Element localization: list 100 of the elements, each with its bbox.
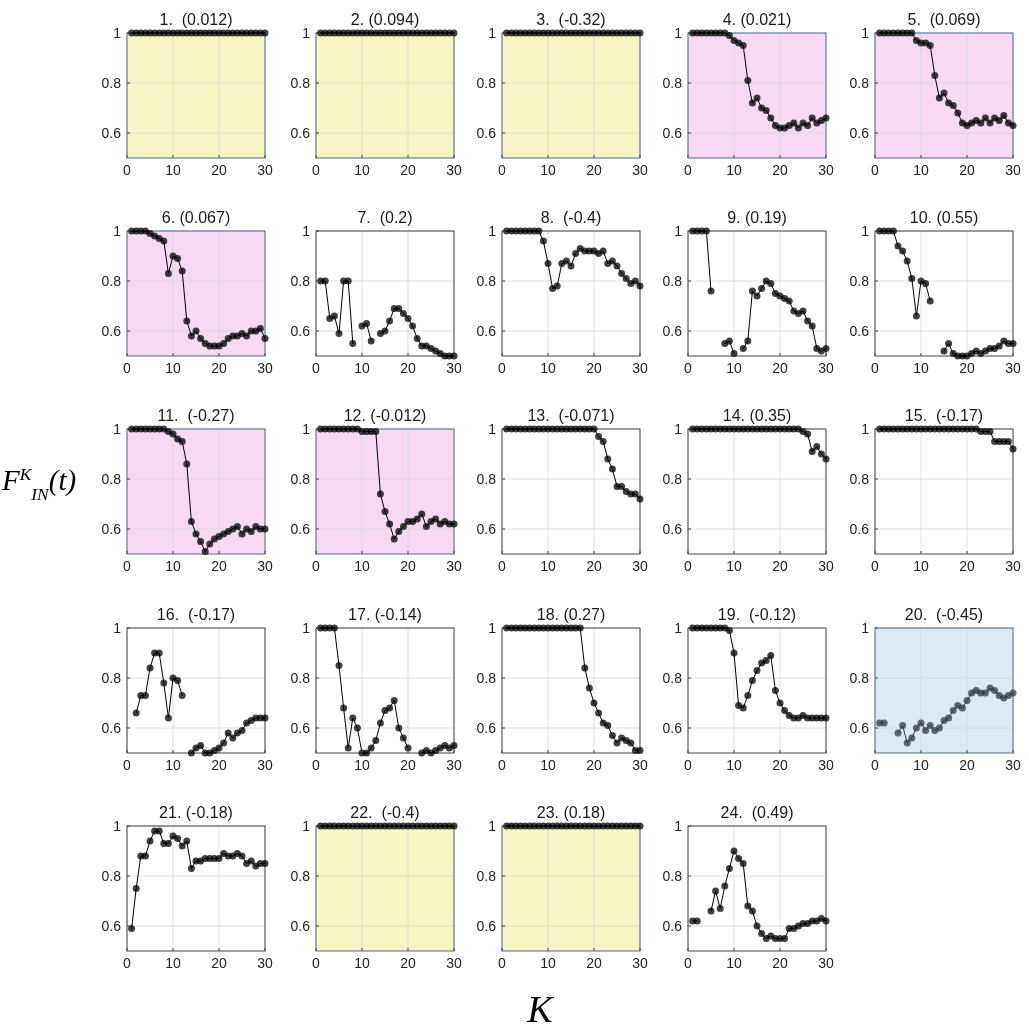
x-tick-label: 10 — [354, 360, 370, 376]
x-tick-label: 30 — [446, 558, 462, 574]
x-tick-label: 10 — [540, 162, 556, 178]
point — [739, 345, 747, 352]
x-tick-label: 30 — [818, 558, 834, 574]
y-tick-label: 0.8 — [101, 868, 122, 884]
x-tick-label: 20 — [211, 955, 227, 971]
x-tick-label: 30 — [446, 955, 462, 971]
chart-title: 4. (0.021) — [722, 11, 792, 28]
y-tick-label: 0.6 — [476, 125, 497, 141]
x-tick-label: 30 — [632, 757, 648, 773]
y-tick-label: 0.6 — [476, 521, 497, 537]
x-tick-label: 0 — [871, 360, 880, 376]
x-tick-label: 0 — [684, 162, 693, 178]
x-tick-label: 10 — [540, 955, 556, 971]
x-tick-label: 20 — [400, 162, 416, 178]
y-tick-label: 0.8 — [290, 868, 311, 884]
x-tick-label: 30 — [446, 757, 462, 773]
x-tick-label: 10 — [726, 955, 742, 971]
x-tick-label: 30 — [446, 360, 462, 376]
x-tick-label: 20 — [211, 757, 227, 773]
y-tick-label: 0.6 — [290, 918, 311, 934]
x-axis-title: K — [526, 988, 555, 1030]
y-tick-label: 0.6 — [290, 125, 311, 141]
x-tick-label: 30 — [818, 757, 834, 773]
chart-title: 1. (0.012) — [159, 11, 233, 28]
y-tick-label: 1 — [861, 620, 870, 636]
x-tick-label: 20 — [772, 955, 788, 971]
x-tick-label: 20 — [586, 360, 602, 376]
y-tick-label: 1 — [488, 421, 497, 437]
y-tick-label: 0.6 — [662, 521, 683, 537]
x-tick-label: 0 — [498, 558, 507, 574]
x-tick-label: 10 — [540, 757, 556, 773]
chart-title: 16. (-0.17) — [156, 606, 236, 623]
y-tick-label: 1 — [674, 421, 683, 437]
y-tick-label: 0.8 — [101, 273, 122, 289]
x-tick-label: 10 — [354, 162, 370, 178]
x-tick-label: 30 — [818, 360, 834, 376]
y-tick-label: 1 — [488, 818, 497, 834]
x-tick-label: 10 — [165, 955, 181, 971]
chart-title: 6. (0.067) — [161, 209, 231, 226]
y-tick-label: 1 — [113, 620, 122, 636]
x-tick-label: 30 — [818, 955, 834, 971]
x-tick-label: 0 — [684, 558, 693, 574]
y-tick-label: 1 — [861, 25, 870, 41]
point — [349, 340, 357, 347]
y-tick-label: 0.6 — [849, 125, 870, 141]
y-tick-label: 0.6 — [662, 125, 683, 141]
x-tick-label: 0 — [684, 360, 693, 376]
x-tick-label: 0 — [312, 558, 321, 574]
chart-title: 12. (-0.012) — [343, 407, 427, 424]
x-tick-label: 30 — [257, 558, 273, 574]
y-tick-label: 0.8 — [849, 75, 870, 91]
x-tick-label: 10 — [726, 360, 742, 376]
chart-title: 10. (0.55) — [909, 209, 979, 226]
x-tick-label: 10 — [354, 955, 370, 971]
x-tick-label: 0 — [312, 360, 321, 376]
y-tick-label: 0.8 — [849, 273, 870, 289]
y-tick-label: 1 — [488, 25, 497, 41]
y-tick-label: 0.8 — [101, 471, 122, 487]
x-tick-label: 10 — [354, 757, 370, 773]
x-tick-label: 10 — [726, 162, 742, 178]
y-tick-label: 0.6 — [849, 521, 870, 537]
y-tick-label: 0.6 — [849, 323, 870, 339]
x-tick-label: 30 — [818, 162, 834, 178]
x-tick-label: 20 — [959, 757, 975, 773]
x-tick-label: 0 — [312, 955, 321, 971]
y-tick-label: 1 — [488, 223, 497, 239]
x-tick-label: 20 — [586, 558, 602, 574]
x-tick-label: 0 — [312, 162, 321, 178]
y-tick-label: 0.8 — [662, 75, 683, 91]
x-tick-label: 0 — [498, 360, 507, 376]
y-tick-label: 0.6 — [662, 918, 683, 934]
x-tick-label: 0 — [871, 558, 880, 574]
x-tick-label: 20 — [211, 360, 227, 376]
x-tick-label: 20 — [400, 955, 416, 971]
chart-title: 7. (0.2) — [357, 209, 413, 226]
chart-title: 5. (0.069) — [907, 11, 981, 28]
x-tick-label: 10 — [165, 162, 181, 178]
y-tick-label: 1 — [302, 25, 311, 41]
x-tick-label: 30 — [257, 162, 273, 178]
x-tick-label: 0 — [123, 757, 132, 773]
x-tick-label: 0 — [498, 162, 507, 178]
y-tick-label: 0.8 — [662, 868, 683, 884]
y-tick-label: 0.8 — [662, 471, 683, 487]
x-tick-label: 10 — [354, 558, 370, 574]
x-tick-label: 30 — [1005, 558, 1021, 574]
x-tick-label: 30 — [632, 955, 648, 971]
chart-title: 8. (-0.4) — [540, 209, 602, 226]
chart-title: 20. (-0.45) — [904, 606, 984, 623]
chart-title: 14. (0.35) — [722, 407, 792, 424]
y-tick-label: 1 — [113, 223, 122, 239]
y-tick-label: 1 — [861, 421, 870, 437]
x-tick-label: 20 — [400, 757, 416, 773]
x-tick-label: 0 — [123, 955, 132, 971]
x-tick-label: 30 — [257, 757, 273, 773]
x-tick-label: 0 — [871, 162, 880, 178]
x-tick-label: 10 — [913, 162, 929, 178]
x-tick-label: 30 — [257, 955, 273, 971]
x-tick-label: 30 — [1005, 162, 1021, 178]
